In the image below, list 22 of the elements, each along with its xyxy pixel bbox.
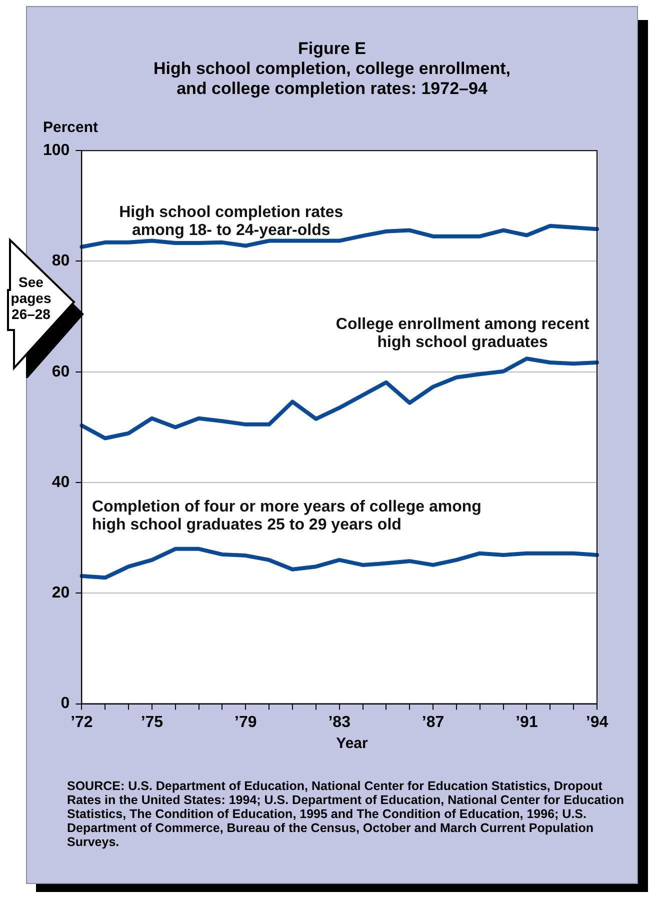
y-tick-label: 60 — [52, 363, 70, 380]
y-tick-label: 80 — [52, 252, 70, 270]
x-tick-label: ’79 — [234, 714, 257, 731]
x-tick-label: ’72 — [70, 714, 93, 731]
x-tick-label: ’83 — [328, 714, 351, 731]
chart-subtitle: High school completion, college enrollment, and college completion rates: 1972–94 — [152, 59, 512, 99]
y-tick-label: 0 — [60, 695, 70, 712]
series-label: High school completion rates among 18- to 24-year-olds — [119, 204, 344, 240]
y-tick-label: 100 — [42, 142, 70, 160]
x-tick-label: ’75 — [140, 714, 164, 731]
y-tick-label: 20 — [52, 584, 70, 602]
y-axis-title: Percent — [43, 119, 98, 136]
source-note: SOURCE: U.S. Department of Education, National Center for Education Statistics, Dropout Rates in the United States: 1994; U.S. Department of Education, National Center for Education Statistics, The Condition of Education, 1995 and The Condition of Education, 1996; U.S. Department of Commerce, Bureau of the Census, October and March Current Population Surveys. — [67, 779, 626, 849]
x-tick-label: ’94 — [586, 714, 608, 731]
x-tick-label: ’91 — [516, 714, 538, 731]
y-tick-label: 40 — [52, 474, 70, 491]
chart-title: Figure E — [296, 39, 367, 59]
x-tick-label: ’87 — [422, 714, 444, 731]
x-axis-title: Year — [335, 735, 369, 752]
series-label: College enrollment among recent high school graduates — [336, 316, 590, 351]
series-label: Completion of four or more years of college among high school graduates 25 to 29 years old — [92, 498, 482, 534]
text: See pages 26–28 — [10, 274, 52, 322]
